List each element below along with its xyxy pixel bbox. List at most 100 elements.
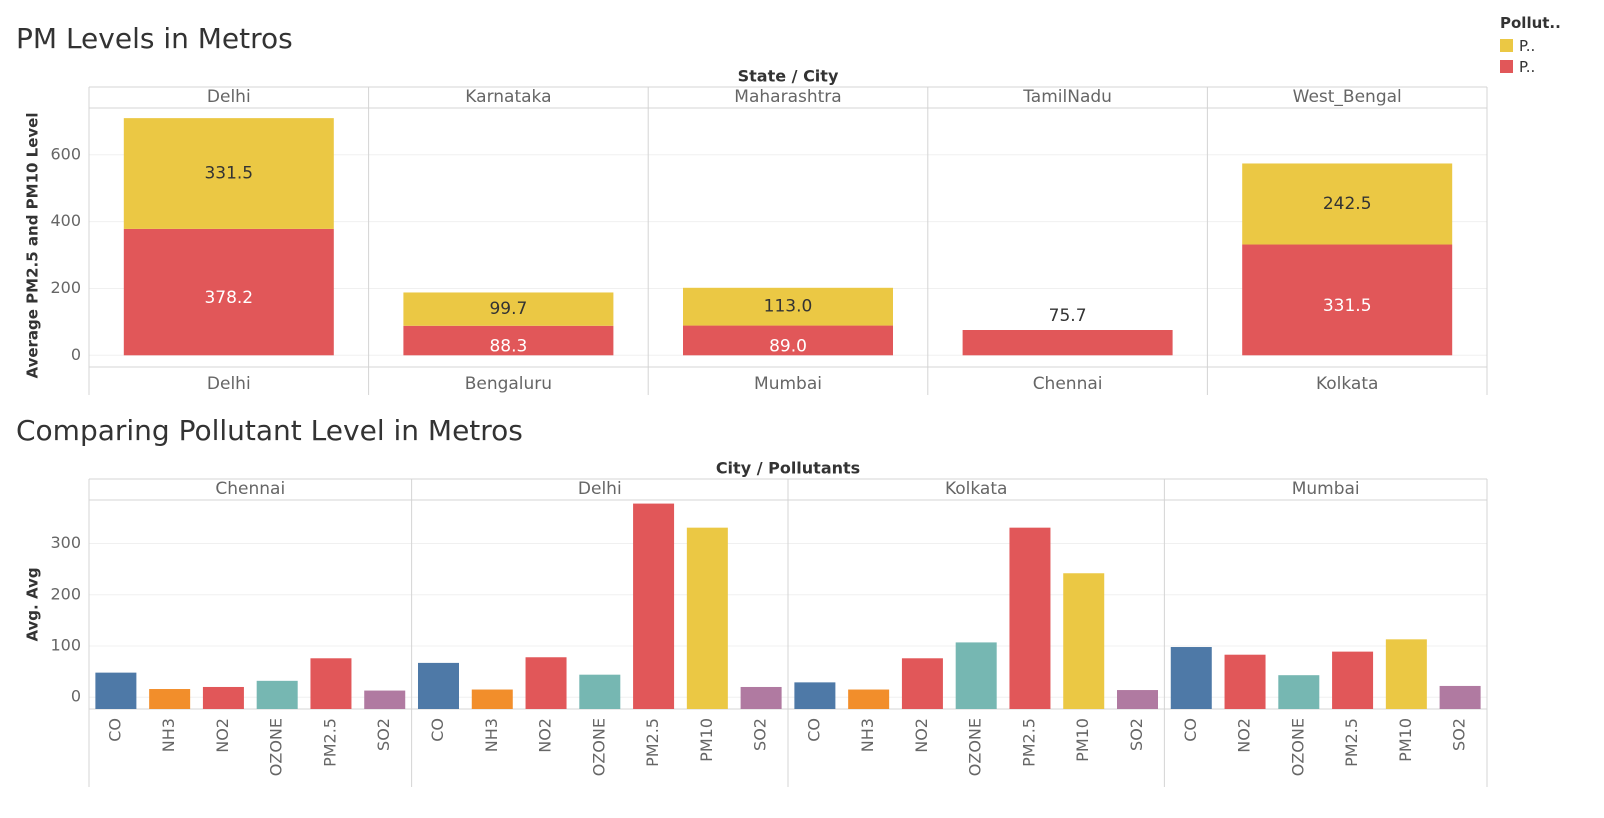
bar-pm25 [1332,651,1374,709]
data-label-pm25: 88.3 [489,336,527,356]
x-tick-label: OZONE [589,718,608,776]
legend-swatch-pm10 [1500,39,1513,52]
city-label: Bengaluru [465,374,552,394]
data-label-pm10: 242.5 [1323,194,1372,214]
x-tick-label: NH3 [858,718,877,752]
bar-so2 [1439,685,1481,709]
x-tick-label: NO2 [912,718,931,753]
city-label: Chennai [1033,374,1103,394]
city-label: Delhi [578,479,622,499]
state-label: Karnataka [465,87,551,107]
y-tick-label: 0 [71,345,81,364]
data-label-pm25: 378.2 [204,288,253,308]
bar-pm10 [683,287,893,326]
y-tick-label: 100 [50,635,81,654]
bar-nh3 [149,689,191,709]
header-city-pollutants: City / Pollutants [716,459,860,478]
bar-pm25 [962,330,1173,356]
legend-label-pm25: P.. [1519,57,1536,76]
bar-pm25 [1242,244,1453,356]
bar-co [1170,647,1212,709]
bar-no2 [901,658,943,709]
x-tick-label: NO2 [1235,718,1254,753]
bar-pm10 [1385,639,1427,709]
x-tick-label: NH3 [159,718,178,752]
bar-co [794,682,836,709]
data-label-pm25: 331.5 [1323,296,1372,316]
bar-pm10 [403,292,614,326]
x-tick-label: PM2.5 [320,718,339,767]
x-tick-label: SO2 [751,718,770,751]
legend-swatch-pm25 [1500,60,1513,73]
bar-so2 [364,690,406,709]
y-tick-label: 200 [50,278,81,297]
x-tick-label: CO [105,718,124,742]
state-label: Maharashtra [734,87,841,107]
x-tick-label: PM2.5 [643,718,662,767]
bar-pm10 [123,118,334,229]
legend[interactable]: Pollut.. P.. P.. [1500,14,1561,77]
y-tick-label: 600 [50,144,81,163]
y-tick-label: 400 [50,211,81,230]
y-tick-label: 300 [50,533,81,552]
bar-pm25 [633,503,675,709]
y-axis-label: Average PM2.5 and PM10 Level [24,113,42,379]
x-tick-label: OZONE [966,718,985,776]
bar-nh3 [848,689,890,709]
bar-nh3 [471,689,513,709]
x-tick-label: OZONE [267,718,286,776]
bar-ozone [256,680,298,709]
bar-pm25 [310,658,352,709]
bar-no2 [525,657,567,709]
chart-title-pm-levels: PM Levels in Metros [16,22,293,55]
bar-co [418,662,459,709]
bar-no2 [1224,654,1266,709]
city-label: Chennai [215,479,285,499]
city-label: Delhi [207,374,251,394]
data-label-pm10: 113.0 [764,297,813,317]
x-tick-label: CO [804,718,823,742]
data-label-pm25: 75.7 [1049,306,1087,326]
y-axis-label: Avg. Avg [24,567,42,641]
y-tick-label: 200 [50,584,81,603]
bar-pm10 [686,527,728,709]
x-tick-label: CO [428,718,447,742]
data-label-pm10: 99.7 [489,299,527,319]
bar-ozone [1278,675,1320,709]
x-tick-label: PM10 [1396,718,1415,762]
bar-ozone [955,642,997,709]
data-label-pm10: 331.5 [204,164,253,184]
bar-no2 [202,686,244,709]
x-tick-label: NH3 [482,718,501,752]
bar-co [95,672,137,709]
bar-so2 [1117,690,1158,709]
legend-item-pm25[interactable]: P.. [1500,56,1561,77]
state-label: West_Bengal [1293,87,1402,107]
x-tick-label: OZONE [1288,718,1307,776]
data-label-pm25: 89.0 [769,336,807,356]
bar-pm25 [403,325,614,356]
x-tick-label: SO2 [1450,718,1469,751]
x-tick-label: SO2 [1127,718,1146,751]
y-tick-label: 0 [71,687,81,706]
x-tick-label: CO [1181,718,1200,742]
bar-pm10 [1242,163,1453,245]
x-tick-label: PM2.5 [1019,718,1038,767]
state-label: TamilNadu [1022,87,1112,107]
bar-pm25 [123,228,334,356]
x-tick-label: SO2 [374,718,393,751]
x-tick-label: PM10 [697,718,716,762]
x-tick-label: NO2 [213,718,232,753]
bar-pm10 [1063,573,1105,709]
city-label: Kolkata [945,479,1007,499]
city-label: Mumbai [754,374,822,394]
bar-so2 [740,686,782,709]
legend-title: Pollut.. [1500,14,1561,32]
legend-item-pm10[interactable]: P.. [1500,35,1561,56]
chart-title-pollutant-level: Comparing Pollutant Level in Metros [16,414,523,447]
city-label: Kolkata [1316,374,1378,394]
bar-pm25 [683,325,893,356]
x-tick-label: NO2 [536,718,555,753]
bar-pm25 [1009,527,1051,709]
